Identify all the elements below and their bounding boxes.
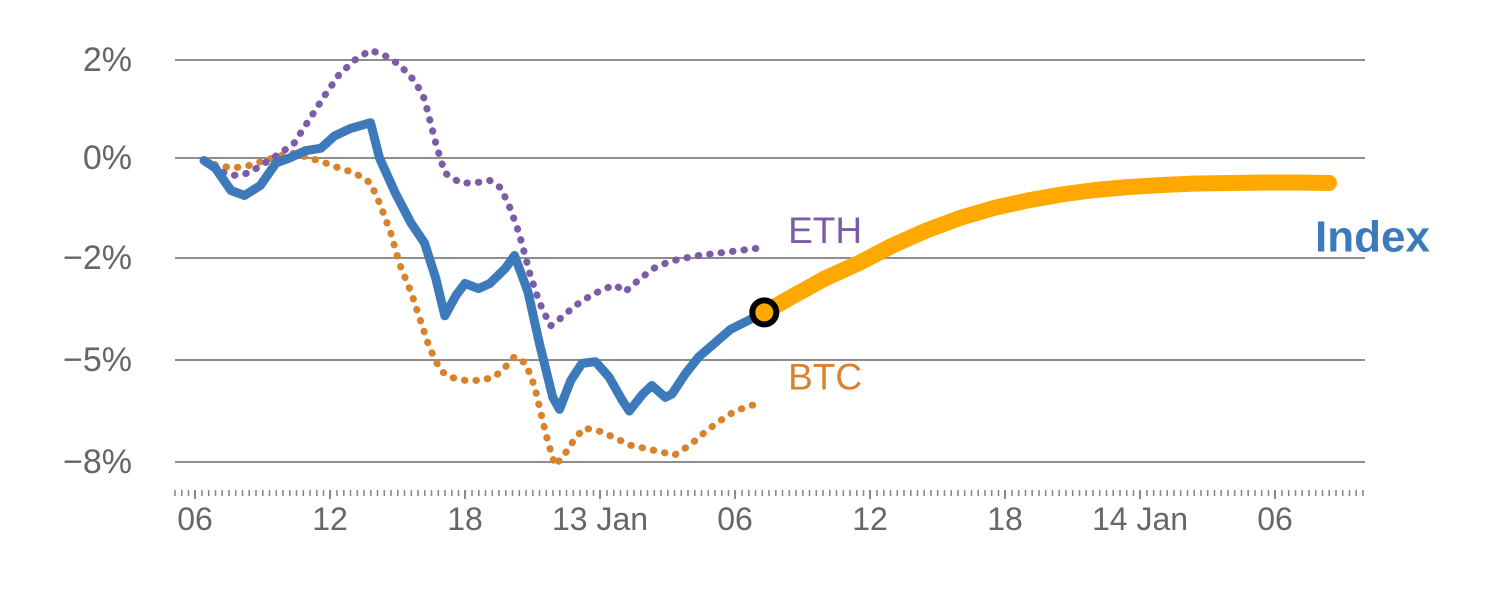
y-tick-label: −8%: [63, 443, 132, 481]
index-label: Index: [1315, 213, 1430, 262]
series-index-forecast-line: [756, 174, 1337, 321]
eth-label: ETH: [788, 210, 862, 251]
x-tick-label: 06: [1257, 501, 1293, 537]
x-tick-label: 18: [447, 501, 483, 537]
x-tick-label: 14 Jan: [1092, 501, 1188, 537]
x-tick-label: 18: [987, 501, 1023, 537]
x-tick-label: 06: [717, 501, 753, 537]
series-btc-line: [200, 149, 759, 469]
x-tick-label: 06: [177, 501, 213, 537]
x-axis-minor-ticks: [174, 490, 1364, 496]
x-tick-label: 12: [852, 501, 888, 537]
forecast-start-marker: [749, 297, 780, 328]
y-tick-label: −2%: [63, 239, 132, 277]
btc-label: BTC: [788, 357, 862, 398]
y-tick-label: −5%: [63, 341, 132, 379]
series-eth-line: [200, 46, 764, 330]
x-tick-label: 12: [312, 501, 348, 537]
y-tick-label: 0%: [83, 139, 132, 177]
series-index-line: [199, 118, 769, 416]
x-tick-label: 13 Jan: [552, 501, 648, 537]
y-tick-label: 2%: [83, 41, 132, 79]
